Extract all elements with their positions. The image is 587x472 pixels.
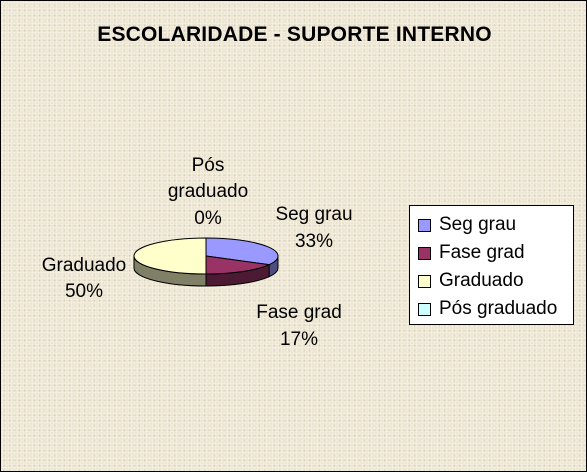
pie-tops xyxy=(133,237,279,275)
data-label-pos-graduado-name-2: graduado xyxy=(168,181,248,202)
legend-swatch-pos-graduado xyxy=(418,302,431,316)
legend-item-graduado: Graduado xyxy=(410,267,573,295)
chart-title: ESCOLARIDADE - SUPORTE INTERNO xyxy=(97,23,492,46)
legend-swatch-fase-grad xyxy=(418,246,431,260)
legend-swatch-graduado xyxy=(418,274,431,288)
data-label-seg-grau-value: 33% xyxy=(295,231,333,252)
legend-item-fase-grad: Fase grad xyxy=(410,239,573,267)
legend-label-graduado: Graduado xyxy=(439,270,524,291)
legend-swatch-seg-grau xyxy=(418,218,431,232)
pie-labels: Pós graduado 0% Seg grau 33% Graduado 50… xyxy=(42,155,353,350)
legend-label-seg-grau: Seg grau xyxy=(439,214,517,235)
data-label-seg-grau-name: Seg grau xyxy=(275,204,352,225)
pie-slice-fase-grad xyxy=(205,255,271,275)
data-label-pos-graduado-value: 0% xyxy=(194,208,222,229)
legend-item-pos-graduado: Pós graduado xyxy=(410,295,573,323)
data-label-fase-grad-value: 17% xyxy=(280,329,318,350)
legend-item-seg-grau: Seg grau xyxy=(410,211,573,239)
legend-label-pos-graduado: Pós graduado xyxy=(439,298,558,319)
data-label-graduado-name: Graduado xyxy=(42,255,127,276)
pie-slice-graduado xyxy=(133,237,207,275)
chart-legend: Seg grau Fase grad Graduado Pós graduado xyxy=(409,205,574,325)
data-label-fase-grad-name: Fase grad xyxy=(256,302,342,323)
data-label-graduado-value: 50% xyxy=(65,281,103,302)
legend-label-fase-grad: Fase grad xyxy=(439,242,525,263)
data-label-pos-graduado-name-1: Pós xyxy=(192,155,225,176)
